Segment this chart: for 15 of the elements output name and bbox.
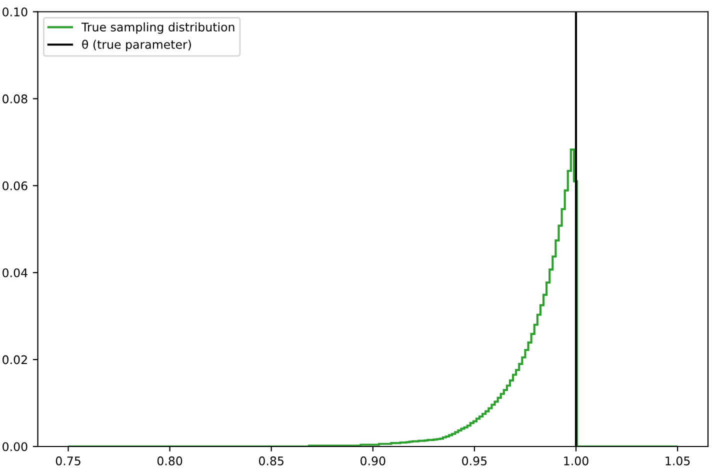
y-tick-label: 0.10 [2, 7, 28, 16]
legend-label: True sampling distribution [81, 22, 234, 34]
y-tick-label: 0.00 [2, 442, 28, 452]
x-tick-label: 0.75 [56, 456, 80, 466]
y-tick-label: 0.02 [2, 355, 27, 364]
y-tick-label: 0.04 [2, 268, 28, 278]
x-tick-label: 1.05 [666, 456, 690, 466]
ref-line-label: θ (true parameter) [82, 40, 191, 52]
x-tick-label: 0.85 [258, 456, 284, 466]
y-tick-label: 0.06 [2, 181, 28, 190]
x-tick-label: 0.95 [462, 456, 487, 466]
y-tick-label: 0.08 [2, 94, 28, 104]
x-tick-label: 0.90 [360, 456, 386, 466]
x-tick-label: 0.80 [157, 456, 182, 466]
x-tick-label: 1.00 [564, 456, 588, 466]
